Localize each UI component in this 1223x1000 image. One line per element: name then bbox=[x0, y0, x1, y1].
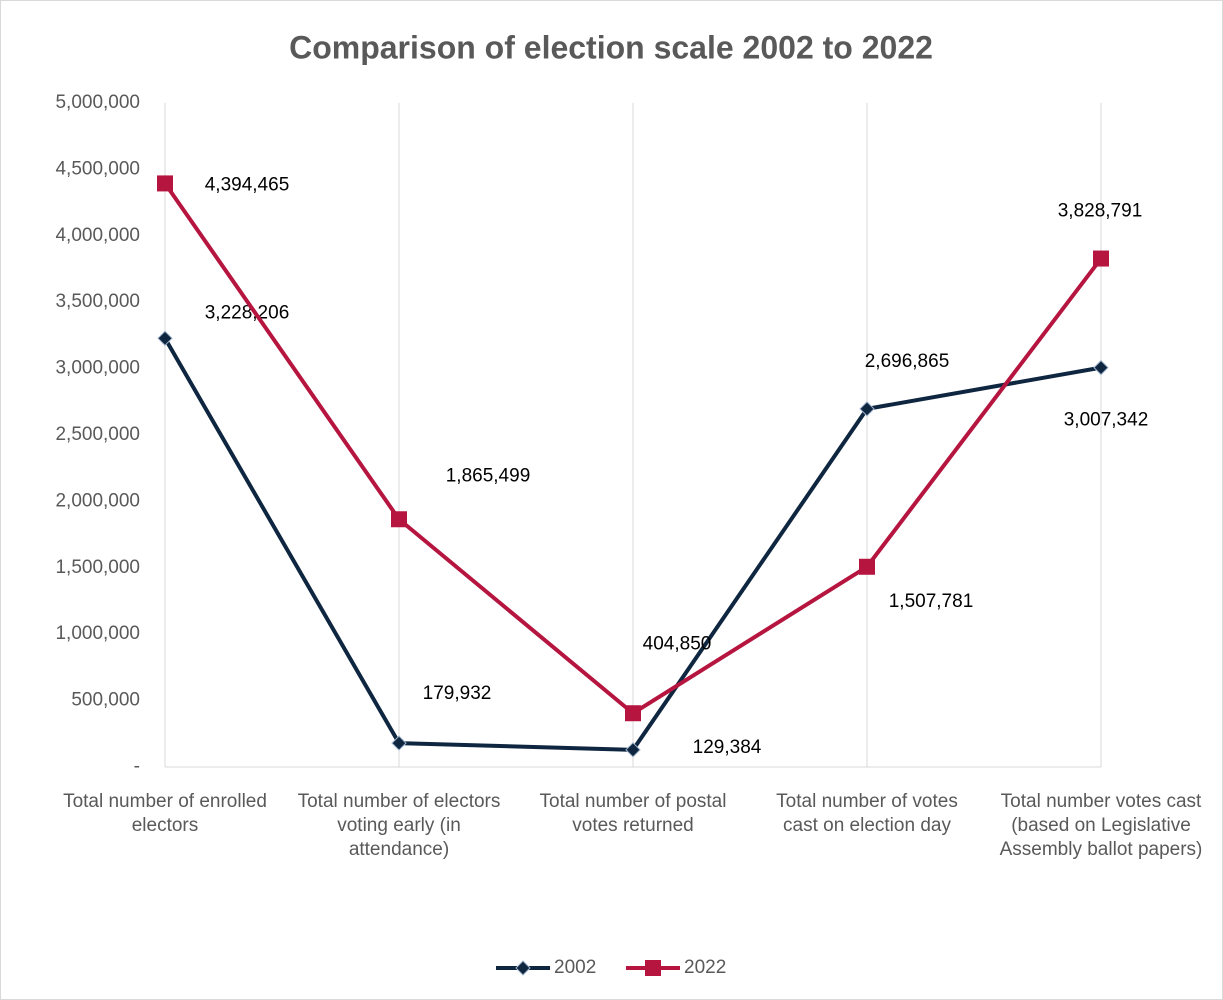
y-tick-label: 4,000,000 bbox=[55, 225, 140, 246]
x-tick-label: Total number of postal votes returned bbox=[539, 791, 727, 836]
marker bbox=[645, 960, 661, 976]
y-tick-label: - bbox=[134, 756, 140, 777]
marker bbox=[625, 742, 641, 758]
marker bbox=[391, 511, 407, 528]
marker bbox=[391, 735, 407, 751]
data-label: 1,507,781 bbox=[889, 591, 974, 612]
y-tick-label: 1,000,000 bbox=[55, 623, 140, 644]
data-label: 129,384 bbox=[693, 737, 762, 758]
legend-label: 2002 bbox=[554, 957, 596, 978]
data-label: 1,865,499 bbox=[446, 465, 531, 486]
chart-title: Comparison of election scale 2002 to 202… bbox=[289, 29, 933, 65]
marker bbox=[859, 401, 875, 417]
y-tick-label: 4,500,000 bbox=[55, 158, 140, 179]
marker bbox=[859, 558, 875, 575]
x-tick-label: Total number of votes cast on election d… bbox=[776, 791, 958, 836]
data-label: 179,932 bbox=[423, 683, 492, 704]
marker bbox=[625, 705, 641, 722]
y-tick-label: 2,000,000 bbox=[55, 490, 140, 511]
data-label: 3,228,206 bbox=[205, 302, 290, 323]
data-label: 3,828,791 bbox=[1058, 201, 1143, 222]
marker bbox=[157, 175, 173, 192]
y-tick-label: 1,500,000 bbox=[55, 557, 140, 578]
legend-label: 2022 bbox=[684, 957, 726, 978]
y-tick-label: 3,500,000 bbox=[55, 291, 140, 312]
data-label: 2,696,865 bbox=[865, 351, 950, 372]
y-tick-label: 5,000,000 bbox=[55, 92, 140, 113]
marker bbox=[1093, 250, 1109, 267]
x-tick-label: Total number votes cast (based on Legisl… bbox=[999, 791, 1203, 860]
y-tick-label: 2,500,000 bbox=[55, 424, 140, 445]
x-tick-label: Total number of electors voting early (i… bbox=[297, 791, 501, 860]
y-tick-label: 3,000,000 bbox=[55, 358, 140, 379]
data-label: 3,007,342 bbox=[1064, 410, 1149, 431]
data-label: 4,394,465 bbox=[205, 174, 290, 195]
marker bbox=[157, 330, 173, 347]
marker bbox=[1093, 359, 1109, 376]
y-tick-label: 500,000 bbox=[71, 690, 140, 711]
data-label: 404,850 bbox=[643, 633, 712, 654]
x-tick-label: Total number of enrolled electors bbox=[63, 791, 267, 836]
marker bbox=[515, 960, 531, 976]
